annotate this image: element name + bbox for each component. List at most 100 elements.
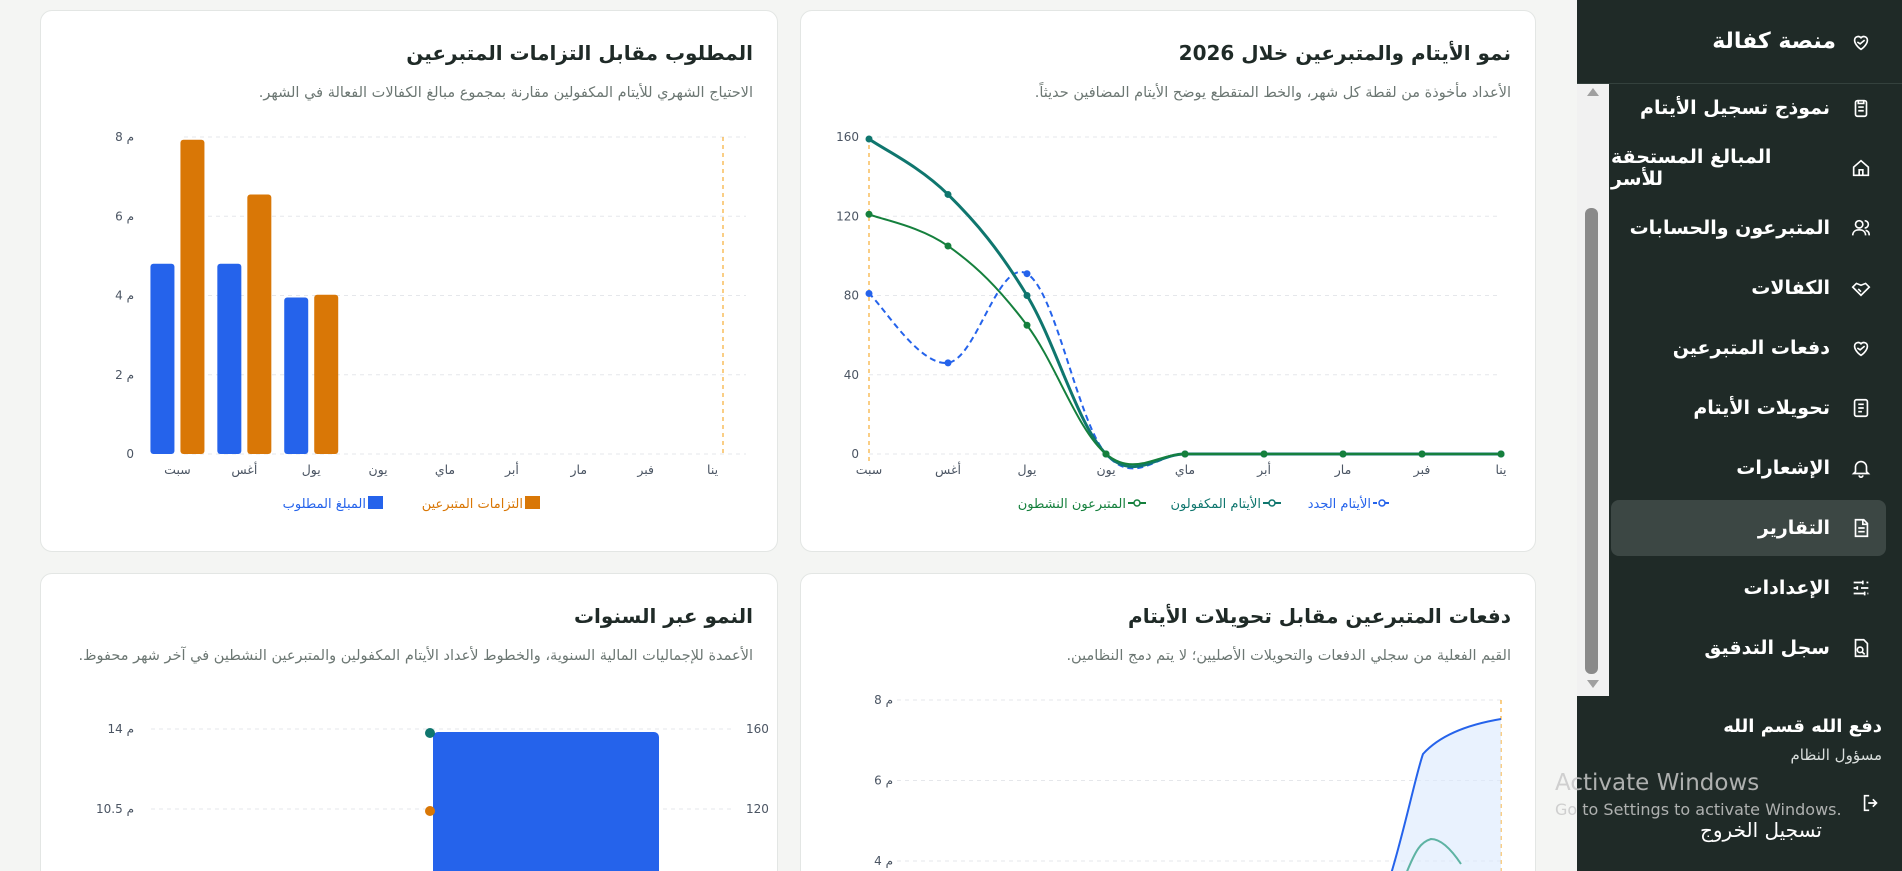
x-tick-label: يون (369, 462, 389, 478)
data-point (1102, 450, 1110, 458)
home-icon (1850, 157, 1872, 179)
watermark-title: Activate Windows (1555, 770, 1760, 796)
y-tick-label: 120 (746, 802, 769, 816)
yearly-card: النمو عبر السنوات الأعمدة للإجماليات الم… (40, 573, 778, 871)
sidebar-item-family-dues[interactable]: المبالغ المستحقة للأسر (1611, 140, 1886, 196)
scroll-thumb[interactable] (1585, 208, 1598, 674)
sidebar-item-donors-accounts[interactable]: المتبرعون والحسابات (1611, 200, 1886, 256)
payments-card-subtitle: القيم الفعلية من سجلي الدفعات والتحويلات… (1066, 648, 1511, 664)
sidebar-item-audit-log[interactable]: سجل التدقيق (1611, 620, 1886, 676)
growth-card-subtitle: الأعداد مأخوذة من لقطة كل شهر، والخط الم… (1034, 85, 1511, 101)
x-tick-label: فبر (636, 462, 654, 478)
y-tick-label: م 8 (874, 693, 893, 707)
heart-hand-icon (1850, 337, 1872, 359)
watermark-subtitle: Go to Settings to activate Windows. (1555, 800, 1842, 819)
required-card-title: المطلوب مقابل التزامات المتبرعين (406, 41, 753, 65)
y-tick-label: 160 (836, 130, 859, 144)
bar (284, 297, 309, 454)
area-fill (1391, 719, 1501, 871)
bar (247, 194, 272, 455)
y-tick-label: 40 (844, 368, 859, 382)
yearly-card-subtitle: الأعمدة للإجماليات المالية السنوية، والخ… (78, 648, 753, 664)
bar (217, 263, 242, 454)
bar (180, 139, 205, 454)
growth-card-title: نمو الأيتام والمتبرعين خلال 2026 (1178, 41, 1511, 65)
required-bar-chart: 0 م 2 م 4 م 6 م 8 ينا فبر مار أبر ماي يون يول أغس سبت… (115, 130, 746, 512)
legend-label: الأيتام المكفولون (1171, 495, 1262, 512)
logout-button[interactable]: تسجيل الخروج (1699, 818, 1822, 842)
data-point (865, 135, 873, 143)
series-line (868, 270, 1501, 470)
data-point (944, 190, 952, 198)
y-tick-label: م 6 (115, 209, 134, 223)
bar (433, 732, 659, 871)
legend-label: الأيتام الجدد (1308, 495, 1371, 512)
x-tick-label: مار (1334, 462, 1352, 478)
legend-swatch (368, 496, 383, 509)
x-tick-label: يون (1096, 462, 1116, 478)
yearly-combo-chart: م 14 160 م 10.5 120 (96, 722, 769, 871)
x-tick-label: أغس (231, 461, 257, 478)
sidebar-item-label: تحويلات الأيتام (1693, 397, 1830, 419)
scroll-up-arrow-icon[interactable] (1587, 88, 1599, 96)
data-point (1497, 450, 1505, 458)
y-tick-label: م 10.5 (96, 802, 134, 816)
sliders-icon (1850, 577, 1872, 599)
brand[interactable]: منصة كفالة (1577, 0, 1902, 84)
yearly-card-title: النمو عبر السنوات (573, 604, 753, 628)
legend-swatch (525, 496, 540, 509)
brand-title: منصة كفالة (1712, 29, 1836, 54)
audit-icon (1850, 637, 1872, 659)
sidebar-item-label: سجل التدقيق (1704, 637, 1830, 659)
legend-marker (1268, 499, 1276, 507)
data-point (944, 359, 952, 367)
legend-label: التزامات المتبرعين (422, 497, 523, 512)
sidebar-item-donor-payments[interactable]: دفعات المتبرعين (1611, 320, 1886, 376)
x-tick-label: أبر (504, 461, 519, 478)
sidebar-item-sponsorships[interactable]: الكفالات (1611, 260, 1886, 316)
series-line (868, 213, 1501, 466)
y-tick-label: 160 (746, 722, 769, 736)
document-icon (1850, 397, 1872, 419)
sidebar-item-orphan-registration[interactable]: نموذج تسجيل الأيتام (1611, 80, 1886, 136)
y-tick-label: م 8 (115, 130, 134, 144)
x-tick-label: يول (302, 462, 322, 478)
payments-area-chart: م 4 م 6 م 8 (874, 693, 1502, 871)
x-tick-label: أغس (935, 461, 961, 478)
y-tick-label: م 6 (874, 774, 893, 788)
sidebar-item-notifications[interactable]: الإشعارات (1611, 440, 1886, 496)
handshake-icon (1850, 277, 1872, 299)
data-point (1339, 450, 1347, 458)
sidebar-item-label: المتبرعون والحسابات (1629, 217, 1830, 239)
data-point (425, 806, 435, 816)
y-tick-label: 120 (836, 209, 859, 223)
nav-list (1609, 84, 1902, 696)
report-icon (1850, 517, 1872, 539)
data-point (1181, 450, 1189, 458)
x-tick-label: يول (1017, 462, 1037, 478)
sidebar-item-label: الكفالات (1751, 277, 1830, 299)
data-point (944, 242, 952, 250)
growth-card: نمو الأيتام والمتبرعين خلال 2026 الأعداد… (800, 10, 1536, 552)
data-point (865, 290, 873, 298)
sidebar-item-label: دفعات المتبرعين (1672, 337, 1830, 359)
logout-icon[interactable] (1860, 792, 1882, 814)
sidebar-item-reports[interactable]: التقارير (1611, 500, 1886, 556)
x-tick-label: أبر (1256, 461, 1271, 478)
legend-marker (1378, 499, 1386, 507)
bell-icon (1850, 457, 1872, 479)
y-tick-label: م 2 (115, 368, 134, 382)
payments-card: دفعات المتبرعين مقابل تحويلات الأيتام ال… (800, 573, 1536, 871)
data-point (425, 728, 435, 738)
sidebar-item-label: نموذج تسجيل الأيتام (1640, 97, 1830, 119)
growth-line-chart: 0 40 80 120 160 ينا فبر مار أبر ماي يون يول أغس سبت ال… (836, 130, 1507, 512)
sidebar-scrollbar[interactable] (1577, 84, 1609, 696)
data-point (1023, 270, 1031, 278)
heart-hand-icon (1850, 31, 1872, 53)
bar (314, 294, 339, 454)
x-tick-label: مار (570, 462, 588, 478)
sidebar-item-orphan-transfers[interactable]: تحويلات الأيتام (1611, 380, 1886, 436)
nav-area: نموذج تسجيل الأيتام المبالغ المستحقة للأ… (1577, 84, 1902, 696)
sidebar-item-settings[interactable]: الإعدادات (1611, 560, 1886, 616)
scroll-down-arrow-icon[interactable] (1587, 680, 1599, 688)
